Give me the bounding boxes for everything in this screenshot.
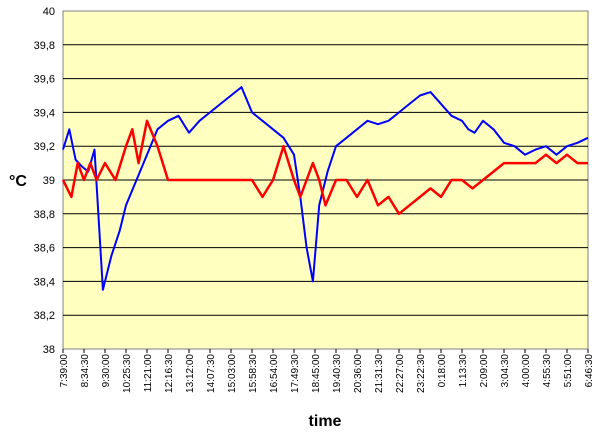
x-tick-label: 2:09:00 [479, 354, 490, 388]
x-tick-label: 22:27:00 [395, 354, 406, 393]
y-tick-label: 38,2 [34, 310, 55, 322]
x-tick-label: 13:12:00 [185, 354, 196, 393]
y-tick-label: 38,4 [34, 276, 55, 288]
grid-lines [63, 44, 588, 316]
y-axis-title: °C [9, 173, 27, 190]
x-tick-label: 15:58:30 [248, 354, 259, 393]
series-lines [61, 86, 589, 291]
x-tick-label: 4:55:30 [542, 354, 553, 388]
y-tick-label: 39,6 [34, 74, 55, 86]
y-tick-label: 39 [43, 175, 55, 187]
y-axis-ticks: 38 38,2 38,4 38,6 38,8 39 39,2 39,4 39,6 39,8 40 [34, 6, 55, 356]
x-tick-label: 10:25:30 [122, 354, 133, 393]
x-tick-label: 20:36:00 [353, 354, 364, 393]
y-tick-label: 38,8 [34, 209, 55, 221]
x-tick-label: 18:45:00 [311, 354, 322, 393]
x-tick-label: 0:18:00 [437, 354, 448, 388]
x-tick-label: 5:51:00 [563, 354, 574, 388]
y-tick-label: 40 [43, 6, 55, 18]
x-tick-label: 3:04:30 [500, 354, 511, 388]
y-tick-label: 39,4 [34, 107, 55, 119]
y-tick-label: 38 [43, 344, 55, 356]
x-tick-label: 6:46:30 [584, 354, 595, 388]
x-tick-label: 14:07:30 [206, 354, 217, 393]
x-tick-label: 4:00:00 [521, 354, 532, 388]
x-tick-label: 1:13:30 [458, 354, 469, 388]
x-tick-label: 8:34:30 [80, 354, 91, 388]
x-tick-label: 19:40:30 [332, 354, 343, 393]
series-line-1 [62, 86, 589, 291]
x-tick-label: 15:03:00 [227, 354, 238, 393]
x-axis-title: time [309, 413, 342, 430]
y-tick-label: 39,2 [34, 141, 55, 153]
x-tick-label: 21:31:30 [374, 354, 385, 393]
x-tick-label: 11:21:00 [143, 354, 154, 393]
x-tick-label: 17:49:30 [290, 354, 301, 393]
x-tick-label: 23:22:30 [416, 354, 427, 393]
x-axis-ticks: 7:39:00 8:34:30 9:30:00 10:25:30 11:21:00 12:… [59, 349, 595, 393]
y-tick-label: 38,6 [34, 243, 55, 255]
series-line-2 [61, 119, 588, 216]
x-tick-label: 16:54:00 [269, 354, 280, 393]
x-tick-label: 7:39:00 [59, 354, 70, 388]
y-tick-label: 39,8 [34, 40, 55, 52]
x-tick-label: 12:16:30 [164, 354, 175, 393]
x-tick-label: 9:30:00 [101, 354, 112, 388]
